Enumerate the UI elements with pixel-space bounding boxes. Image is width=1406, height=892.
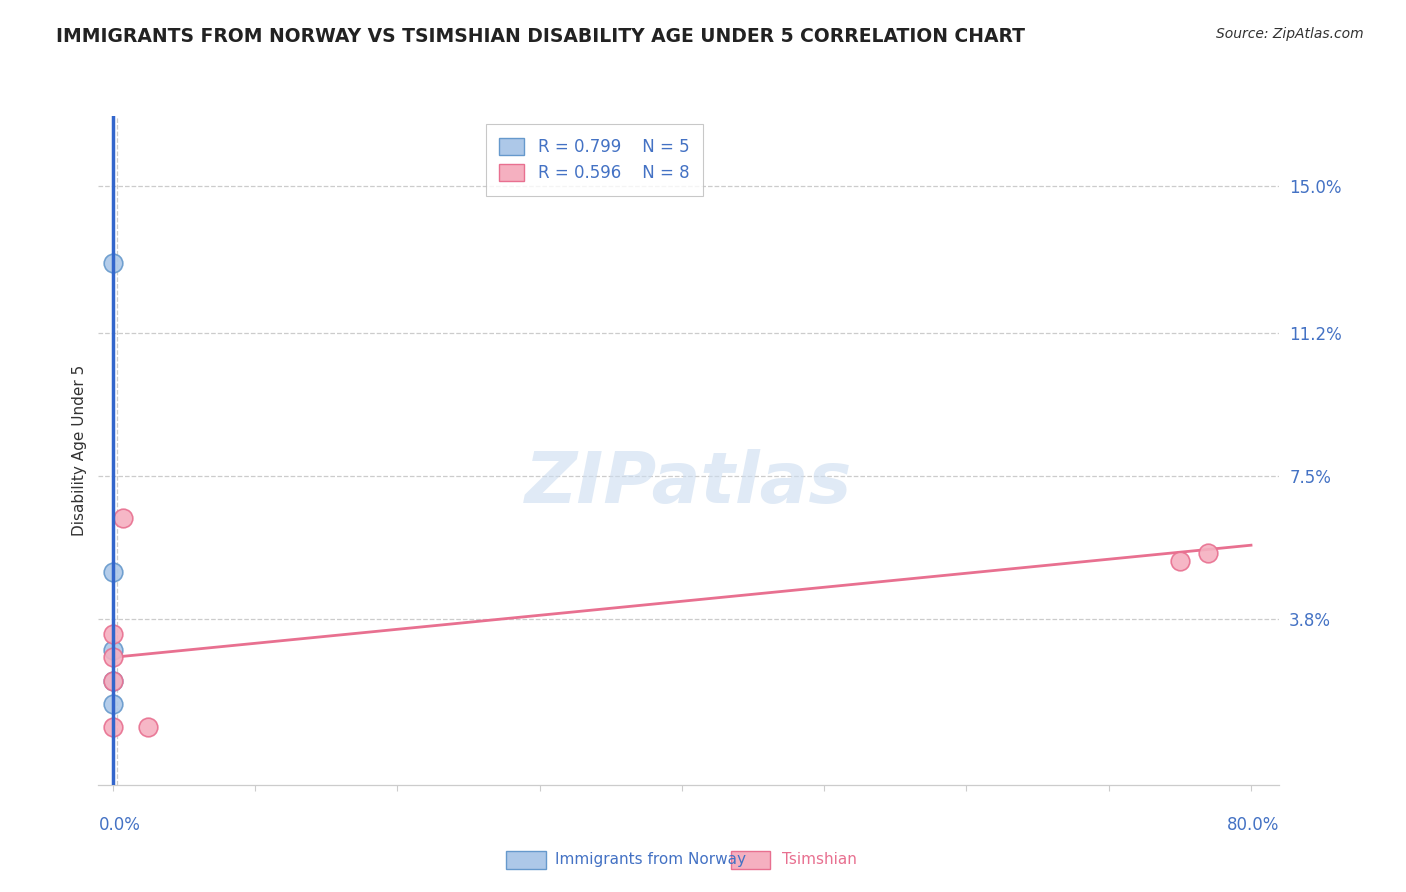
- Point: [101, 673, 124, 688]
- Text: Source: ZipAtlas.com: Source: ZipAtlas.com: [1216, 27, 1364, 41]
- Point: [101, 673, 124, 688]
- Text: ZIPatlas: ZIPatlas: [526, 450, 852, 518]
- Point: [136, 720, 159, 734]
- Point: [101, 627, 124, 641]
- Text: Tsimshian: Tsimshian: [782, 853, 856, 867]
- Point: [101, 566, 124, 580]
- Point: [1168, 554, 1191, 568]
- Text: 80.0%: 80.0%: [1227, 816, 1279, 834]
- Legend: R = 0.799    N = 5, R = 0.596    N = 8: R = 0.799 N = 5, R = 0.596 N = 8: [486, 124, 703, 195]
- Point: [101, 650, 124, 665]
- Point: [101, 697, 124, 711]
- Point: [101, 256, 124, 270]
- Point: [111, 511, 134, 525]
- Point: [1197, 546, 1219, 560]
- Text: Immigrants from Norway: Immigrants from Norway: [555, 853, 747, 867]
- Text: IMMIGRANTS FROM NORWAY VS TSIMSHIAN DISABILITY AGE UNDER 5 CORRELATION CHART: IMMIGRANTS FROM NORWAY VS TSIMSHIAN DISA…: [56, 27, 1025, 45]
- Text: 0.0%: 0.0%: [98, 816, 141, 834]
- Point: [101, 642, 124, 657]
- Y-axis label: Disability Age Under 5: Disability Age Under 5: [72, 365, 87, 536]
- Point: [101, 720, 124, 734]
